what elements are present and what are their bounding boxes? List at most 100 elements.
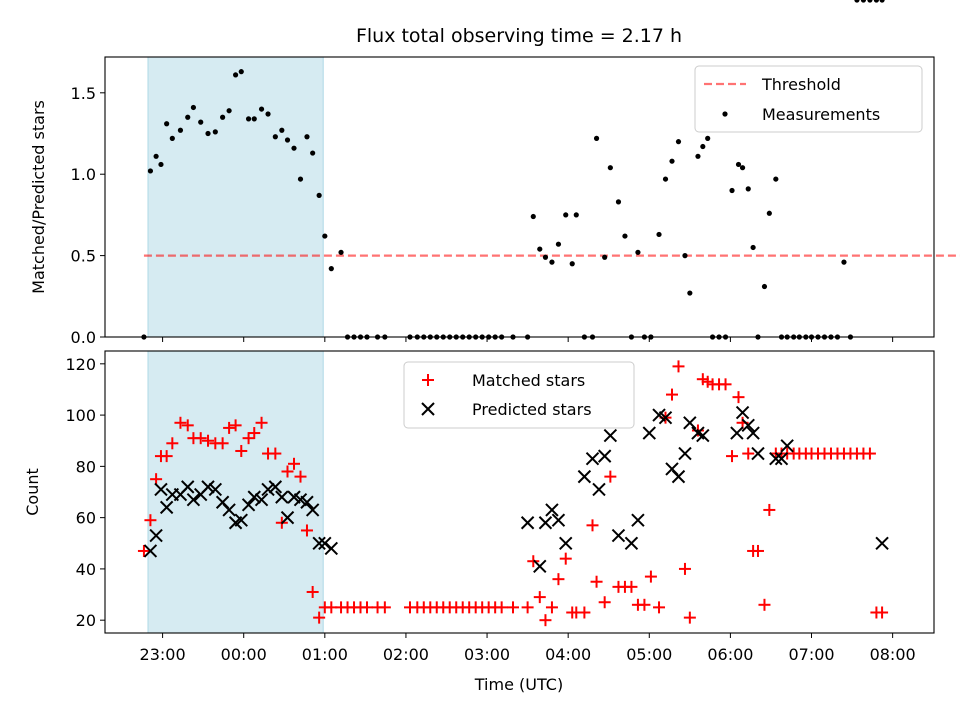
measurement-point — [177, 127, 184, 133]
matched-stars-point — [644, 570, 657, 583]
predicted-stars-series — [143, 405, 889, 574]
measurement-point — [316, 192, 322, 198]
measurement-point — [147, 168, 154, 174]
predicted-stars-point — [603, 428, 618, 443]
measurement-point — [322, 233, 328, 239]
y-tick-label: 80 — [76, 457, 96, 476]
matched-stars-point — [672, 360, 685, 373]
measurement-point — [745, 186, 751, 192]
top-legend-box — [694, 65, 923, 133]
measurement-point — [750, 244, 756, 251]
predicted-stars-point — [678, 446, 692, 461]
matched-stars-point — [678, 562, 691, 575]
measurement-point — [569, 261, 575, 267]
matched-stars-point — [202, 434, 215, 447]
measurement-point — [328, 266, 334, 272]
matched-stars-point — [378, 601, 391, 614]
matched-stars-point — [137, 544, 150, 557]
measurement-point — [695, 153, 701, 159]
measurement-point — [729, 187, 735, 194]
measurement-point — [279, 127, 285, 133]
bottom-axes-frame — [104, 350, 935, 634]
predicted-stars-point — [181, 480, 195, 494]
matched-stars-point — [578, 606, 591, 619]
matched-stars-point — [863, 447, 876, 460]
matched-stars-point — [758, 598, 771, 611]
measurement-point — [675, 139, 682, 145]
predicted-stars-point — [300, 495, 314, 509]
matched-stars-point — [144, 514, 157, 527]
matched-stars-point — [300, 524, 313, 537]
legend-matched-swatch — [422, 374, 434, 386]
top-y-axis-label: Matched/Predicted stars — [29, 100, 48, 294]
predicted-stars-point — [551, 513, 566, 527]
matched-stars-point — [181, 419, 194, 432]
matched-stars-point — [726, 450, 739, 463]
measurement-point — [773, 176, 779, 182]
y-tick-label: 60 — [76, 509, 96, 528]
predicted-stars-point — [159, 500, 174, 515]
x-tick-label: 04:00 — [545, 645, 591, 664]
predicted-stars-point — [208, 482, 223, 497]
legend-threshold-label: Threshold — [761, 75, 841, 94]
predicted-stars-point — [186, 492, 201, 507]
measurement-point — [198, 119, 204, 125]
bottom-legend-box — [403, 361, 635, 429]
predicted-stars-point — [624, 536, 639, 550]
predicted-stars-point — [875, 536, 889, 550]
legend-matched-label: Matched stars — [472, 371, 585, 390]
bottom-panel: 20 40 60 80 100 120 23:00 00:00 01:00 02:00 03:00… — [23, 350, 935, 694]
top-legend: Threshold Measurements — [694, 65, 923, 133]
measurement-point — [220, 114, 226, 120]
measurement-point — [291, 145, 297, 151]
highlight-span — [147, 56, 324, 338]
bottom-y-ticks: 20 40 60 80 100 120 — [65, 355, 105, 630]
measurement-point — [272, 134, 278, 140]
measurement-point — [622, 233, 628, 239]
matched-stars-point — [533, 591, 546, 604]
matched-stars-point — [598, 596, 611, 609]
bottom-legend: Matched stars Predicted stars — [403, 361, 635, 429]
matched-stars-point — [763, 503, 776, 516]
measurement-point — [607, 165, 613, 171]
measurement-point — [265, 111, 271, 117]
matched-stars-point — [665, 388, 678, 401]
matched-stars-point — [719, 378, 732, 391]
predicted-stars-point — [585, 451, 600, 466]
legend-predicted-label: Predicted stars — [472, 400, 592, 419]
measurement-point — [284, 137, 291, 143]
matched-stars-point — [604, 470, 617, 483]
x-tick-label: 07:00 — [788, 645, 834, 664]
top-highlight-span — [147, 56, 324, 338]
measurement-point — [854, 0, 860, 3]
predicted-stars-point — [222, 503, 236, 517]
measurement-point — [662, 176, 669, 182]
predicted-stars-point — [538, 516, 553, 530]
matched-stars-point — [255, 416, 268, 429]
legend-measurements-swatch — [722, 111, 728, 117]
matched-stars-point — [242, 432, 255, 445]
predicted-stars-point — [769, 451, 783, 466]
predicted-stars-point — [671, 469, 686, 484]
measurement-point — [226, 108, 232, 114]
predicted-stars-point — [261, 482, 275, 497]
measurement-point — [761, 283, 768, 290]
matched-stars-point — [539, 614, 552, 627]
predicted-stars-point — [631, 513, 645, 527]
matched-stars-point — [294, 470, 307, 483]
measurement-point — [867, 0, 873, 3]
top-axes-frame — [104, 56, 935, 338]
predicted-stars-point — [533, 559, 547, 574]
measurement-point — [158, 161, 164, 168]
y-tick-label: 0.0 — [71, 328, 96, 347]
measurement-point — [245, 116, 252, 122]
measurement-point — [297, 176, 304, 182]
measurement-point — [164, 121, 170, 127]
chart-title: Flux total observing time = 2.17 h — [356, 25, 682, 47]
measurement-point — [555, 241, 562, 247]
x-tick-label: 00:00 — [221, 645, 267, 664]
predicted-stars-point — [324, 541, 339, 556]
measurement-point — [705, 135, 711, 141]
y-tick-label: 40 — [76, 560, 96, 579]
predicted-stars-point — [241, 498, 256, 512]
